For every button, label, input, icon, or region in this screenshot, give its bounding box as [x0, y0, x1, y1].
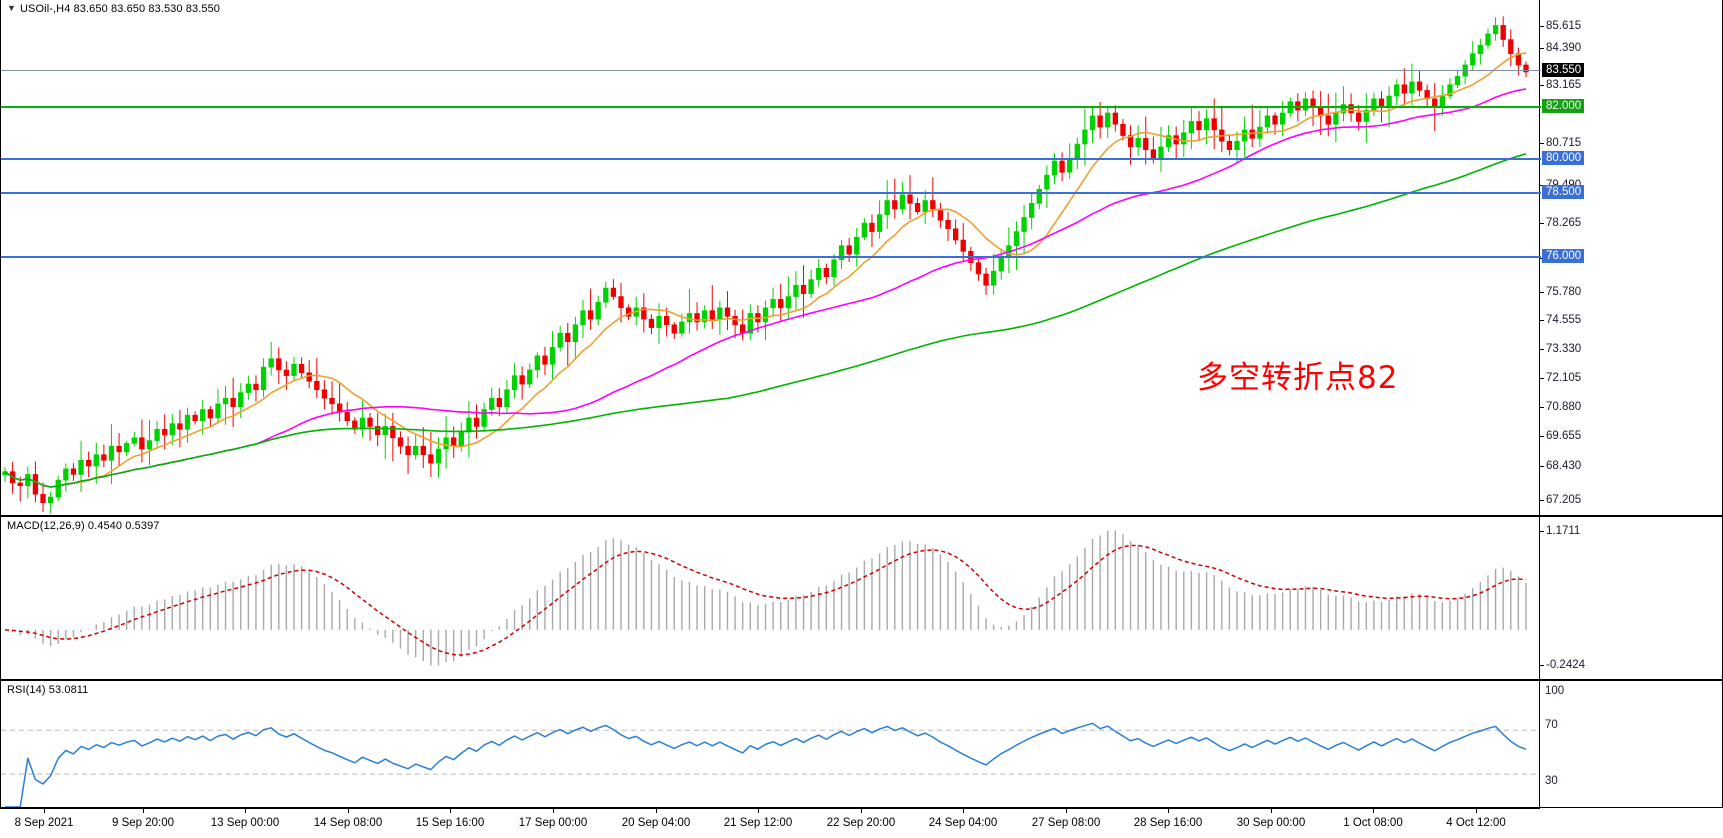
- time-tick-label: 15 Sep 16:00: [415, 817, 485, 829]
- rsi-svg: [1, 722, 1541, 807]
- chart-annotation-text: 多空转折点82: [1197, 360, 1399, 396]
- price-tick-label: 78.265: [1539, 217, 1582, 229]
- horizontal-level-line[interactable]: [1, 192, 1541, 194]
- time-tick-label: 8 Sep 2021: [14, 817, 74, 829]
- time-tick-label: 14 Sep 08:00: [313, 817, 383, 829]
- price-candlestick-svg: [2, 16, 1529, 514]
- time-tick-label: 1 Oct 08:00: [1343, 817, 1403, 829]
- price-level-tag[interactable]: 78.500: [1542, 185, 1585, 199]
- rsi-plot-area[interactable]: [1, 681, 1541, 807]
- time-tick-mark: [963, 808, 964, 813]
- time-tick-mark: [143, 808, 144, 813]
- time-tick-label: 22 Sep 20:00: [826, 817, 896, 829]
- collapse-icon[interactable]: ▼: [7, 3, 17, 13]
- time-axis[interactable]: 8 Sep 2021 9 Sep 20:00 13 Sep 00:00 14 Sep …: [0, 808, 1723, 838]
- price-panel[interactable]: 多空转折点82 ▼ USOil-,H4 83.650 83.650 83.530 …: [0, 0, 1723, 516]
- time-tick-label: 17 Sep 00:00: [518, 817, 588, 829]
- price-tick-label: 80.715: [1539, 137, 1582, 149]
- price-tick-label: 69.655: [1539, 430, 1582, 442]
- price-tick-label: 72.105: [1539, 372, 1582, 384]
- price-level-tag[interactable]: 83.550: [1542, 63, 1585, 77]
- price-tick-label: 68.430: [1539, 460, 1582, 472]
- time-tick-mark: [861, 808, 862, 813]
- price-level-tag[interactable]: 80.000: [1542, 151, 1585, 165]
- time-tick-label: 21 Sep 12:00: [723, 817, 793, 829]
- price-tick-label: 83.165: [1539, 79, 1582, 91]
- rsi-legend: RSI(14) 53.0811: [7, 684, 89, 696]
- macd-tick-label: 1.1711: [1539, 525, 1581, 537]
- macd-axis: 1.1711 -0.2424: [1539, 517, 1722, 679]
- macd-panel[interactable]: MACD(12,26,9) 0.4540 0.5397 1.1711 -0.242…: [0, 516, 1723, 680]
- rsi-tick-label: 70: [1545, 719, 1558, 731]
- time-tick-label: 28 Sep 16:00: [1133, 817, 1203, 829]
- rsi-panel[interactable]: RSI(14) 53.0811 100 70 30: [0, 680, 1723, 808]
- time-tick-label: 4 Oct 12:00: [1446, 817, 1506, 829]
- price-plot-area[interactable]: 多空转折点82: [1, 0, 1541, 515]
- price-tick-label: 70.880: [1539, 401, 1582, 413]
- symbol-timeframe-label: USOil-,H4 83.650 83.650 83.530 83.550: [20, 3, 221, 15]
- horizontal-level-line[interactable]: [1, 70, 1541, 71]
- time-tick-label: 9 Sep 20:00: [111, 817, 175, 829]
- rsi-tick-label: 30: [1545, 775, 1558, 787]
- time-tick-mark: [245, 808, 246, 813]
- time-tick-mark: [1373, 808, 1374, 813]
- horizontal-level-line[interactable]: [1, 256, 1541, 258]
- price-level-tag[interactable]: 76.000: [1542, 249, 1585, 263]
- time-tick-label: 13 Sep 00:00: [210, 817, 280, 829]
- time-tick-mark: [1271, 808, 1272, 813]
- time-tick-mark: [553, 808, 554, 813]
- price-tick-label: 84.390: [1539, 42, 1582, 54]
- time-tick-label: 27 Sep 08:00: [1031, 817, 1101, 829]
- time-tick-mark: [1476, 808, 1477, 813]
- time-tick-mark: [1066, 808, 1067, 813]
- horizontal-level-line[interactable]: [1, 158, 1541, 160]
- price-panel-legend: ▼ USOil-,H4 83.650 83.650 83.530 83.550: [7, 3, 220, 15]
- time-tick-mark: [450, 808, 451, 813]
- macd-svg: [4, 530, 1527, 666]
- time-tick-label: 30 Sep 00:00: [1236, 817, 1306, 829]
- time-tick-mark: [1168, 808, 1169, 813]
- time-tick-mark: [44, 808, 45, 813]
- price-tick-label: 85.615: [1539, 20, 1582, 32]
- time-tick-mark: [656, 808, 657, 813]
- time-axis-rule: [0, 808, 1540, 809]
- price-tick-label: 75.780: [1539, 286, 1582, 298]
- horizontal-level-line[interactable]: [1, 106, 1541, 108]
- time-tick-label: 20 Sep 04:00: [621, 817, 691, 829]
- macd-tick-label: -0.2424: [1539, 659, 1586, 671]
- macd-legend: MACD(12,26,9) 0.4540 0.5397: [7, 520, 160, 532]
- macd-plot-area[interactable]: [1, 517, 1541, 679]
- time-tick-label: 24 Sep 04:00: [928, 817, 998, 829]
- price-level-tag[interactable]: 82.000: [1542, 99, 1585, 113]
- rsi-tick-label: 100: [1545, 685, 1565, 697]
- rsi-axis: 100 70 30: [1539, 681, 1722, 807]
- price-tick-label: 67.205: [1539, 494, 1582, 506]
- price-tick-label: 74.555: [1539, 314, 1582, 326]
- price-axis[interactable]: 85.61584.39083.16580.71579.49078.26577.0…: [1539, 0, 1722, 515]
- time-tick-mark: [348, 808, 349, 813]
- price-tick-label: 73.330: [1539, 343, 1582, 355]
- time-tick-mark: [758, 808, 759, 813]
